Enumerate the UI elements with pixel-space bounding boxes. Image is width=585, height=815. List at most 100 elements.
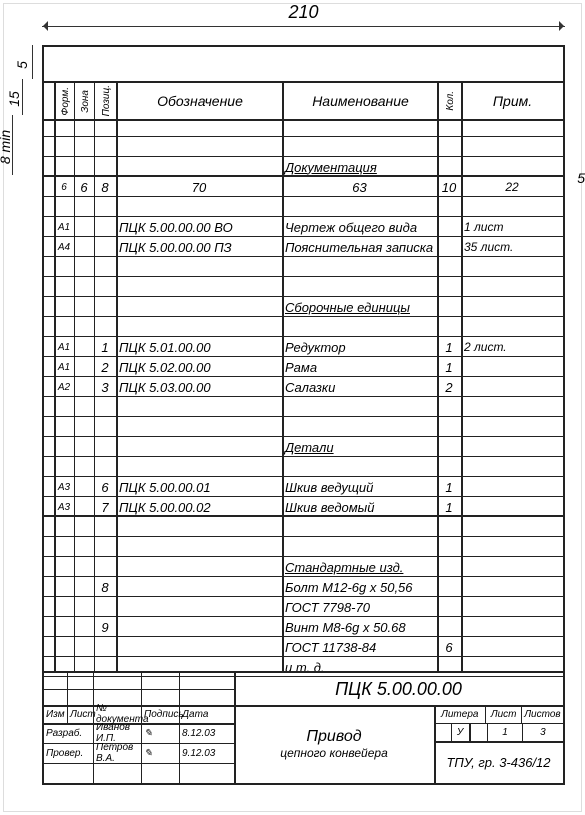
cell: ПЦК 5.00.00.01 [116,477,282,497]
dim-8min: 8 min [0,130,13,164]
cell: 6 [54,177,74,197]
tb-name: Привод цепного конвейера [234,705,436,783]
cell: ПЦК 5.00.00.00 ПЗ [116,237,282,257]
cell: ПЦК 5.01.00.00 [116,337,282,357]
tb-meta-litera: У [452,723,470,741]
page: 210 5 15 8 min 5 Форм. Зона Позиц. Обозн… [0,0,585,815]
tb-dev-date: 8.12.03 [180,723,234,743]
cell: А2 [54,377,74,397]
tb-meta-list: 1 [488,723,523,741]
cell: 1 [94,337,116,357]
cell: 22 [461,177,563,197]
cell: 2 [94,357,116,377]
tb-meta-listov-hdr: Листов [522,705,563,723]
tb-meta-listov: 3 [523,723,563,741]
hdr-naim: Наименование [282,83,438,119]
section-row: Стандартные изд. [44,557,563,577]
tb-dev-row: Разраб. Иванов И.П. ✎ 8.12.03 [44,723,234,744]
cell: 6 [74,177,94,197]
spec-body: Документация66870631022 А1 ПЦК 5.00.00.00 … [44,117,563,673]
blank-row [44,317,563,337]
cell: А1 [54,357,74,377]
hdr-format: Форм. [54,83,75,119]
widths-row: 66870631022 [44,177,563,197]
tb-chk-label: Провер. [44,743,94,763]
cell: 6 [437,637,461,657]
cell: Пояснительная записка [282,237,437,257]
cell: 3 [94,377,116,397]
tb-empty-row [44,763,234,783]
tb-name1: Привод [306,728,361,746]
tb-hdr-izm: Изм [44,705,68,723]
tb-chk-date: 9.12.03 [180,743,234,763]
cell: 1 [437,477,461,497]
cell: А4 [54,237,74,257]
tb-hdr-sign: Подпись [142,705,180,723]
blank-row [44,537,563,557]
blank-row [44,117,563,137]
title-block-right: ПЦК 5.00.00.00 Привод цепного конвейера … [234,673,563,783]
tb-dev-label: Разраб. [44,723,94,743]
hdr-kol: Кол. [437,83,462,119]
blank-row [44,277,563,297]
cell: 8 [94,577,116,597]
table-row: А12ПЦК 5.02.00.00Рама1 [44,357,563,377]
cell: Сборочные единицы [282,297,437,317]
cell: ПЦК 5.03.00.00 [116,377,282,397]
cell: Винт М8-6g x 50.68 [282,617,437,637]
tb-header-row: Изм Лист № документа Подпись Дата [44,705,234,725]
cell: Стандартные изд. [282,557,437,577]
tb-meta: Литера Лист Листов У 1 3 ТПУ, гр. 3-436/… [434,705,563,783]
signature-icon: ✎ [142,723,180,743]
cell: 63 [282,177,437,197]
section-row: Детали [44,437,563,457]
table-header: Форм. Зона Позиц. Обозначение Наименован… [44,81,563,121]
tb-chk-row: Провер. Петров В.А. ✎ 9.12.03 [44,743,234,764]
dim-5: 5 [14,61,30,69]
cell: ПЦК 5.00.00.00 ВО [116,217,282,237]
blank-row [44,457,563,477]
cell: Детали [282,437,437,457]
cell: 2 лист. [461,337,563,357]
table-row: ГОСТ 11738-846 [44,637,563,657]
hdr-prim: Прим. [461,83,563,119]
blank-row [44,197,563,217]
dim-top: 210 [42,4,565,40]
cell: Салазки [282,377,437,397]
cell: 7 [94,497,116,517]
cell: ГОСТ 7798-70 [282,597,437,617]
tb-code: ПЦК 5.00.00.00 [234,673,563,707]
cell: ПЦК 5.00.00.02 [116,497,282,517]
cell: А3 [54,477,74,497]
blank-row [44,397,563,417]
cell: Чертеж общего вида [282,217,437,237]
cell: ГОСТ 11738-84 [282,637,437,657]
table-row: А11ПЦК 5.01.00.00Редуктор12 лист. [44,337,563,357]
dim-15: 15 [6,91,22,107]
cell: 9 [94,617,116,637]
cell: 10 [437,177,461,197]
cell: Рама [282,357,437,377]
tb-name2: цепного конвейера [280,746,388,760]
tb-chk-name: Петров В.А. [94,743,142,763]
tb-meta-list-hdr: Лист [486,705,521,723]
hdr-poz: Позиц. [94,83,117,119]
cell: 1 лист [461,217,563,237]
cell: 1 [437,497,461,517]
tb-hdr-list: Лист [68,705,94,723]
cell: А1 [54,217,74,237]
cell: 35 лист. [461,237,563,257]
tb-org: ТПУ, гр. 3-436/12 [434,741,563,783]
cell: Шкив ведущий [282,477,437,497]
tb-hdr-ndoc: № документа [94,705,142,723]
cell: Документация [282,157,437,177]
title-block-left: Изм Лист № документа Подпись Дата Разраб… [44,673,236,783]
blank-row [44,417,563,437]
title-block: Изм Лист № документа Подпись Дата Разраб… [44,671,563,783]
blank-row [44,137,563,157]
table-row: 8 Болт М12-6g x 50,56 [44,577,563,597]
dim-right-5: 5 [577,170,585,186]
cell: 6 [94,477,116,497]
cell: Болт М12-6g x 50,56 [282,577,437,597]
tb-meta-litera-hdr: Литера [434,705,486,723]
